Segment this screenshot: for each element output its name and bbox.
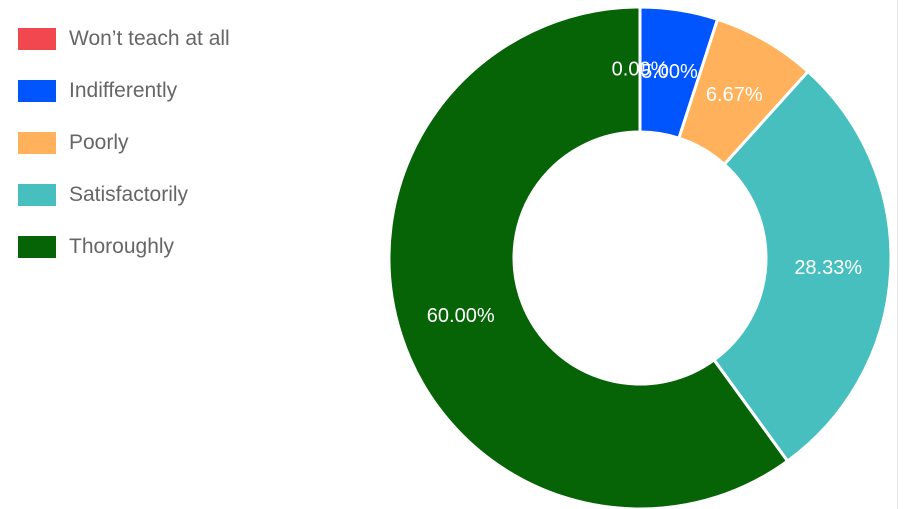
legend-item-wont-teach[interactable]: Won’t teach at all	[18, 26, 230, 52]
slice-satisfactorily[interactable]	[711, 69, 893, 464]
legend-item-poorly[interactable]: Poorly	[18, 130, 230, 156]
data-label-poorly: 6.67%	[706, 84, 763, 106]
legend-swatch	[18, 132, 56, 154]
data-label-indifferently: 5.00%	[641, 61, 698, 83]
data-label-satisfactorily: 28.33%	[794, 257, 862, 279]
legend-item-thoroughly[interactable]: Thoroughly	[18, 234, 230, 260]
donut-slices	[387, 5, 893, 509]
legend-swatch	[18, 184, 56, 206]
slice-thoroughly[interactable]	[387, 5, 790, 509]
legend-swatch	[18, 28, 56, 50]
legend-label: Won’t teach at all	[69, 27, 230, 50]
data-label-won-t-teach-at-all: 0.00%	[612, 59, 669, 81]
legend-item-satisfactorily[interactable]: Satisfactorily	[18, 182, 230, 208]
chart-legend: Won’t teach at all Indifferently Poorly …	[18, 26, 230, 286]
legend-label: Indifferently	[69, 79, 178, 102]
legend-swatch	[18, 236, 56, 258]
panel-border	[897, 0, 898, 509]
data-label-thoroughly: 60.00%	[427, 305, 495, 327]
legend-swatch	[18, 80, 56, 102]
legend-label: Satisfactorily	[69, 183, 189, 206]
donut-labels: 0.00%5.00% 6.67% 28.33% 60.00%	[427, 59, 863, 328]
legend-label: Thoroughly	[69, 235, 175, 258]
legend-label: Poorly	[69, 131, 129, 154]
legend-item-indifferently[interactable]: Indifferently	[18, 78, 230, 104]
